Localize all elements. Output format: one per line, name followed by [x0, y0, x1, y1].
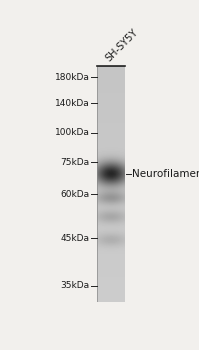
Text: 60kDa: 60kDa: [60, 190, 90, 199]
Text: SH-SY5Y: SH-SY5Y: [104, 27, 140, 64]
Text: 180kDa: 180kDa: [55, 72, 90, 82]
Text: 75kDa: 75kDa: [60, 158, 90, 167]
Text: Neurofilament L: Neurofilament L: [132, 169, 199, 179]
Bar: [97, 66, 125, 302]
Text: 140kDa: 140kDa: [55, 99, 90, 108]
Text: 45kDa: 45kDa: [61, 234, 90, 243]
Text: 35kDa: 35kDa: [60, 281, 90, 290]
Text: 100kDa: 100kDa: [55, 128, 90, 137]
